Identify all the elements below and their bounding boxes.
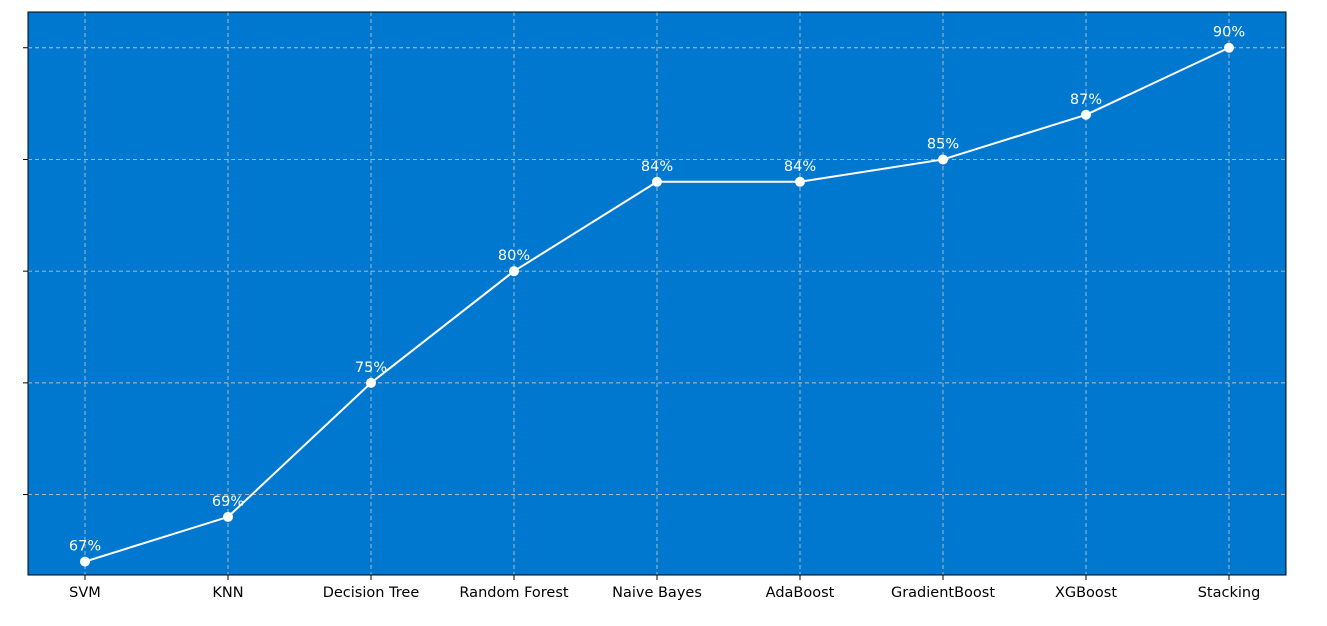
x-tick-label: SVM <box>69 585 101 601</box>
data-point-marker <box>652 176 662 187</box>
data-point-marker <box>509 266 519 277</box>
data-label: 90% <box>1213 25 1245 41</box>
grid-lines <box>28 12 1286 575</box>
x-tick-label: Naive Bayes <box>612 585 702 601</box>
x-tick-label: Stacking <box>1198 585 1261 601</box>
x-tick-label: Decision Tree <box>323 585 420 601</box>
data-point-marker <box>938 154 948 165</box>
plot-frame <box>27 11 1287 576</box>
data-label: 67% <box>69 539 101 555</box>
x-tick-label: KNN <box>212 585 243 601</box>
data-label: 69% <box>212 494 244 510</box>
data-point-marker <box>795 176 805 187</box>
data-labels: 67% 69% 75% 80% 84% 84% 85% 87% 90% <box>69 25 1245 555</box>
x-tick-labels: SVM KNN Decision Tree Random Forest Naive Ba… <box>69 585 1260 601</box>
data-point-marker <box>223 511 233 522</box>
data-label: 80% <box>498 248 530 264</box>
axis-ticks <box>23 47 1230 580</box>
data-label: 84% <box>641 159 673 175</box>
data-point-marker <box>1081 109 1091 120</box>
x-tick-label: Random Forest <box>459 585 568 601</box>
data-label: 87% <box>1070 92 1102 108</box>
x-tick-label: GradientBoost <box>891 585 995 601</box>
data-point-marker <box>80 556 90 567</box>
data-label: 84% <box>784 159 816 175</box>
data-point-marker <box>366 377 376 388</box>
data-point-marker <box>1224 42 1234 53</box>
data-label: 75% <box>355 360 387 376</box>
x-tick-label: XGBoost <box>1055 585 1117 601</box>
data-label: 85% <box>927 136 959 152</box>
x-tick-label: AdaBoost <box>766 585 835 601</box>
data-markers <box>80 42 1234 567</box>
